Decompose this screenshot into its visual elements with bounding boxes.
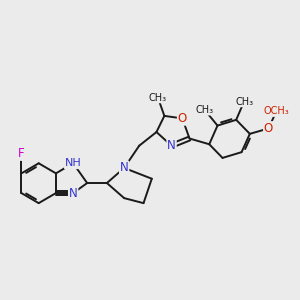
- Text: O: O: [178, 112, 187, 125]
- Text: O: O: [264, 122, 273, 135]
- Text: CH₃: CH₃: [196, 105, 214, 115]
- Text: F: F: [18, 147, 25, 160]
- Text: OCH₃: OCH₃: [263, 106, 289, 116]
- Text: CH₃: CH₃: [235, 97, 253, 106]
- Text: N: N: [120, 161, 128, 175]
- Text: NH: NH: [65, 158, 82, 168]
- Text: CH₃: CH₃: [149, 93, 167, 103]
- Text: N: N: [69, 187, 77, 200]
- Text: N: N: [167, 139, 176, 152]
